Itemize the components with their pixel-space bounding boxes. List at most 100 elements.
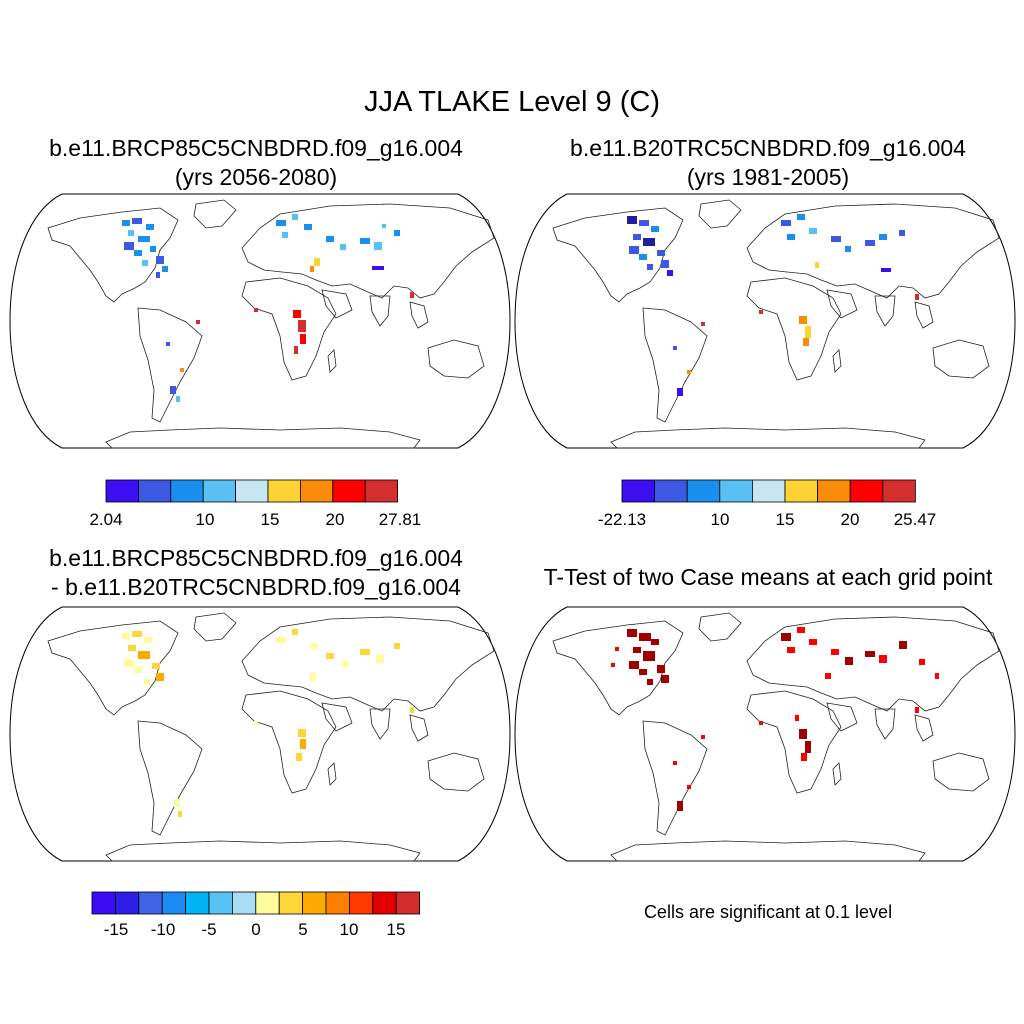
lake-temperature-cell [647,264,653,270]
greenland-outline [698,199,742,229]
lake-temperature-cell [166,342,170,346]
significant-cell [831,649,839,655]
greenland-outline [193,199,237,229]
lake-difference-cell [122,633,130,639]
lake-temperature-cell [651,226,659,232]
lake-difference-cell [174,799,180,807]
lake-difference-cell [254,721,258,725]
main-title: JJA TLAKE Level 9 (C) [363,86,661,118]
lake-temperature-cell [293,310,301,318]
lake-difference-cell [156,673,164,681]
panel-4-test-title: T-Test of two Case means at each grid po… [543,564,993,590]
map-frame-outline [9,193,511,449]
labelbar-3-color-box [138,891,163,915]
lake-temperature-cell [781,220,791,226]
lake-difference-cell [296,753,302,761]
madagascar-outline [327,349,337,373]
panel-1-case-name: b.e11.BRCP85C5CNBDRD.f09_g16.004 [49,135,463,161]
labelbar-3-tick-label: -15 [104,920,129,939]
panel-2-title: b.e11.B20TRC5CNBDRD.f09_g16.004 (yrs 198… [524,134,1012,192]
significance-note: Cells are significant at 0.1 level [643,902,893,922]
lake-temperature-cell [803,338,809,346]
labelbar-1-color-box [170,479,204,503]
lake-temperature-cell [643,238,655,246]
europe-asia-outline [746,616,1000,712]
madagascar-outline [327,762,337,786]
lake-difference-cell [178,811,182,817]
africa-outline [241,277,337,381]
lake-temperature-cell [326,236,334,242]
antarctica-outline [610,427,926,449]
lake-temperature-cell [845,246,851,252]
significant-cell [809,639,817,645]
lake-difference-cell [132,631,142,637]
significant-cell [647,679,653,685]
significant-cell [627,629,637,637]
labelbar-3-tick-label: -5 [201,920,216,939]
significant-cell [795,715,799,721]
lake-difference-cell [292,629,298,635]
labelbar-3-color-box [395,891,421,915]
labelbar-3-color-box [302,891,327,915]
significant-cell [687,785,691,789]
significant-cell [787,647,795,653]
labelbar-historical: -22.13 10 15 20 25.47 [598,479,936,529]
lake-temperature-cell [282,232,288,238]
lake-temperature-cell [805,326,811,338]
europe-asia-outline [241,203,495,299]
labelbar-2-color-box [719,479,753,503]
lake-temperature-cell [124,242,134,250]
lake-temperature-cell [673,346,677,350]
greenland-outline [698,612,742,642]
antarctica-outline [105,840,421,862]
north-america-outline [47,620,179,716]
lake-temperature-cell [254,308,258,312]
significant-cell [935,673,939,679]
labelbar-3-tick-label: -10 [151,920,176,939]
lake-temperature-cell [134,250,142,256]
significant-cell [805,741,811,753]
labelbar-1-color-box [364,479,399,503]
arabia-outline [321,702,353,732]
lake-temperature-cell [865,240,875,246]
labelbar-3-tick-label: 15 [387,920,406,939]
lake-temperature-cell [176,396,180,402]
north-america-outline [552,207,684,303]
india-outline [874,295,896,327]
map-frame-outline [514,193,1016,449]
india-outline [369,295,391,327]
lake-temperature-cell [372,266,384,270]
lake-temperature-cell [639,220,649,226]
labelbar-2-color-box [817,479,851,503]
map-future-tlake [9,193,511,449]
lake-difference-cell [300,739,306,749]
lake-difference-cell [138,651,150,659]
significant-cell [781,633,791,641]
labelbar-2-color-box [751,479,786,503]
labelbar-3-color-box [91,891,116,915]
lake-temperature-cell [799,316,807,324]
australia-outline [427,339,485,379]
lake-temperature-cell [879,234,887,240]
southeast-asia-outline [914,301,934,329]
labelbar-1-tick-label: 27.81 [379,510,422,529]
lake-difference-cell [394,643,400,649]
lake-temperature-cell [639,254,647,260]
map-frame-outline [514,606,1016,862]
map-frame-outline [9,606,511,862]
labelbar-3-tick-label: 5 [298,920,307,939]
map-difference-tlake [9,606,511,862]
lake-difference-cell [124,659,134,667]
southeast-asia-outline [409,714,429,742]
panel-3-title: b.e11.BRCP85C5CNBDRD.f09_g16.004 - b.e11… [12,544,500,602]
labelbar-1-tick-label: 2.04 [89,510,122,529]
lake-temperature-cell [292,214,298,220]
labelbar-3-color-box [255,891,280,915]
lake-temperature-cell [196,320,200,324]
significant-cell [899,641,907,649]
labelbar-1-tick-label: 15 [261,510,280,529]
arabia-outline [826,289,858,319]
panel-1-years: (yrs 2056-2080) [174,164,338,190]
australia-outline [932,752,990,792]
lake-temperature-cell [146,224,154,230]
